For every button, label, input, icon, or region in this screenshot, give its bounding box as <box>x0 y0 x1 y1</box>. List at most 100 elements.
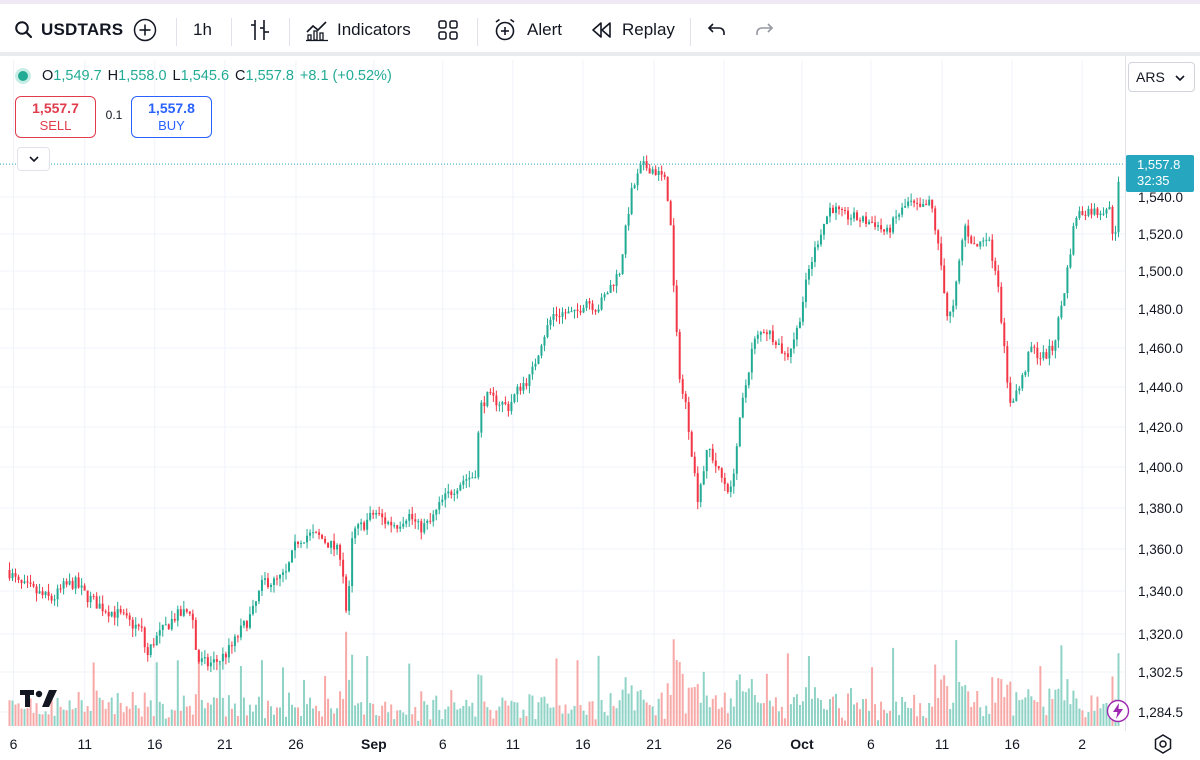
lightning-icon[interactable] <box>1106 699 1130 728</box>
volume-bar <box>636 691 639 726</box>
volume-bar <box>606 715 609 726</box>
volume-bar <box>366 656 369 726</box>
volume-bar <box>74 708 77 726</box>
candle-body <box>459 484 462 491</box>
price-axis-border <box>1125 56 1126 731</box>
candle-body <box>236 636 239 638</box>
volume-bar <box>961 686 964 726</box>
volume-bar <box>233 703 236 726</box>
alert-button[interactable]: Alert <box>493 12 562 48</box>
candle-body <box>173 618 176 621</box>
volume-bar <box>913 694 916 726</box>
x-tick-label: Oct <box>790 736 814 752</box>
candle-body <box>687 402 690 432</box>
volume-bar <box>919 703 922 726</box>
y-tick-label: 1,540.0 <box>1138 190 1183 205</box>
candle-body <box>498 404 501 406</box>
candle-body <box>113 611 116 618</box>
volume-bar <box>765 673 768 726</box>
volume-bar <box>744 692 747 726</box>
candle-body <box>348 586 351 611</box>
volume-bar <box>227 695 230 726</box>
replay-button[interactable]: Replay <box>591 12 675 48</box>
price-axis[interactable]: 1,540.0 1,520.0 1,500.0 1,480.0 1,460.0 1,440… <box>1138 190 1183 720</box>
candle-body <box>486 391 489 407</box>
collapse-legend-button[interactable] <box>17 147 50 171</box>
compare-symbol-button[interactable] <box>132 12 158 48</box>
volume-bar <box>531 695 534 726</box>
undo-button[interactable] <box>706 12 728 48</box>
volume-bar <box>221 697 224 726</box>
volume-bar <box>1102 703 1105 726</box>
candle-body <box>336 544 339 550</box>
volume-bar <box>678 662 681 726</box>
volume-bar <box>47 714 50 726</box>
candle-body <box>585 301 588 308</box>
indicators-icon <box>305 18 329 42</box>
volume-bar <box>582 710 585 726</box>
buy-button[interactable]: 1,557.8 BUY <box>131 96 212 138</box>
candle-body <box>432 514 435 522</box>
volume-bar <box>759 703 762 726</box>
candle-body <box>372 512 375 515</box>
chart-type-button[interactable] <box>248 12 272 48</box>
volume-bar <box>95 690 98 726</box>
candle-body <box>558 315 561 317</box>
x-tick-label: 16 <box>1004 736 1020 752</box>
candle-body <box>783 353 786 355</box>
volume-bar <box>1009 681 1012 726</box>
candle-body <box>519 386 522 391</box>
volume-bar <box>561 713 564 726</box>
candle-body <box>321 534 324 539</box>
price-chart[interactable]: 1,540.0 1,520.0 1,500.0 1,480.0 1,460.0 1,440… <box>0 56 1200 760</box>
time-axis[interactable]: 6 11 16 21 26 Sep 6 11 16 21 26 Oct 6 11 16 2 <box>10 736 1087 752</box>
volume-bar <box>904 701 907 726</box>
candle-body <box>777 343 780 345</box>
candle-body <box>23 581 26 584</box>
volume-bar <box>333 713 336 726</box>
candle-body <box>928 199 931 206</box>
volume-bar <box>98 697 101 726</box>
candle-body <box>525 383 528 387</box>
volume-bar <box>1108 716 1111 726</box>
layouts-button[interactable] <box>437 12 459 48</box>
candle-body <box>155 635 158 646</box>
candle-body <box>98 603 101 609</box>
candle-body <box>360 522 363 525</box>
redo-button[interactable] <box>753 12 775 48</box>
candle-body <box>934 208 937 231</box>
candle-body <box>1093 208 1096 215</box>
volume-bar <box>789 704 792 726</box>
indicators-button[interactable]: Indicators <box>305 12 411 48</box>
volume-bar <box>312 708 315 726</box>
volume-bar <box>684 713 687 726</box>
volume-bar <box>801 701 804 726</box>
volume-bar <box>336 708 339 726</box>
volume-bar <box>330 708 333 726</box>
currency-select[interactable]: ARS <box>1128 62 1195 92</box>
volume-bar <box>1006 684 1009 726</box>
tradingview-logo[interactable] <box>20 688 58 715</box>
symbol-search-button[interactable]: USDTARS <box>14 12 123 48</box>
candle-body <box>654 169 657 175</box>
volume-bar <box>41 714 44 726</box>
volume-bar <box>651 706 654 726</box>
candle-body <box>483 402 486 407</box>
volume-bar <box>1063 700 1066 726</box>
candle-body <box>14 573 17 577</box>
volume-bar <box>324 675 327 726</box>
candle-body <box>741 397 744 418</box>
candle-body <box>720 468 723 478</box>
volume-bar <box>615 708 618 726</box>
volume-bar <box>285 716 287 726</box>
volume-bar <box>254 704 257 726</box>
sell-button[interactable]: 1,557.7 SELL <box>15 96 96 138</box>
volume-bar <box>248 704 251 726</box>
chart-settings-button[interactable] <box>1152 733 1174 755</box>
volume-bar <box>417 720 420 726</box>
volume-bar <box>726 713 729 726</box>
volume-bar <box>167 717 170 726</box>
volume-bar <box>576 660 579 726</box>
interval-button[interactable]: 1h <box>193 12 212 48</box>
volume-bar <box>218 663 221 726</box>
